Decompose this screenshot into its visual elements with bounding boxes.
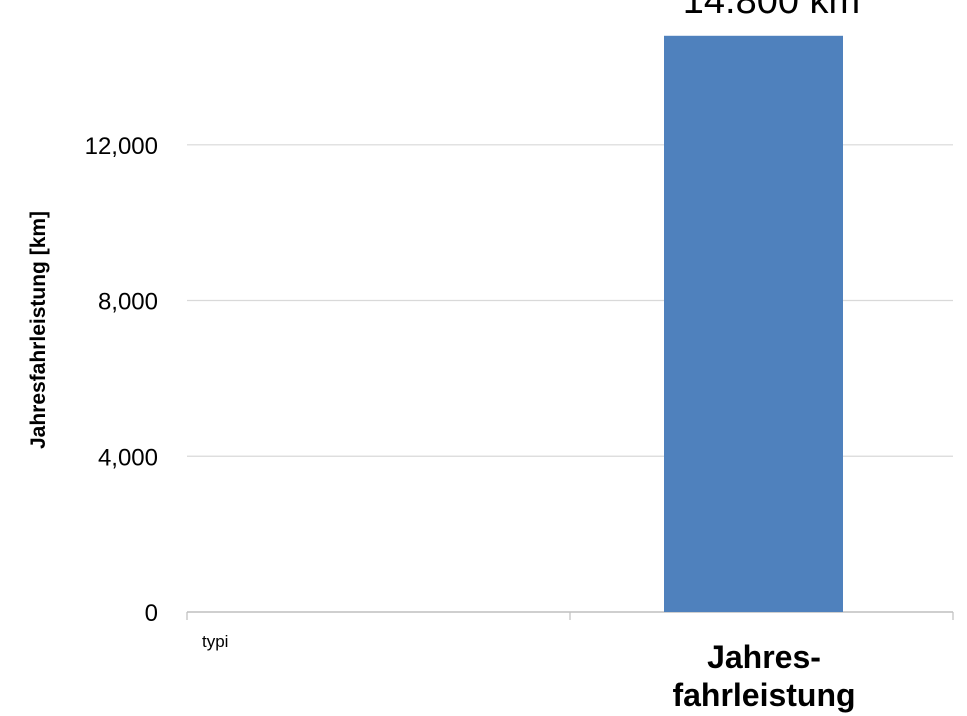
y-tick-label: 0 — [145, 600, 158, 627]
data-label: 14.800 km — [683, 0, 860, 22]
data-labels: 14.800 km — [683, 0, 860, 22]
category-labels: typi Jahres-fahrleistung — [202, 632, 856, 713]
y-tick-label: 4,000 — [98, 444, 158, 471]
x-category-label: typi — [202, 632, 228, 651]
y-tick-label: 8,000 — [98, 289, 158, 316]
y-tick-labels: 0 4,000 8,000 12,000 — [85, 133, 158, 627]
y-tick-label: 12,000 — [85, 133, 158, 160]
x-category-label: Jahres-fahrleistung — [672, 639, 855, 713]
bar — [664, 35, 843, 612]
bars — [664, 35, 843, 612]
y-axis-label: Jahresfahrleistung [km] — [27, 211, 50, 449]
